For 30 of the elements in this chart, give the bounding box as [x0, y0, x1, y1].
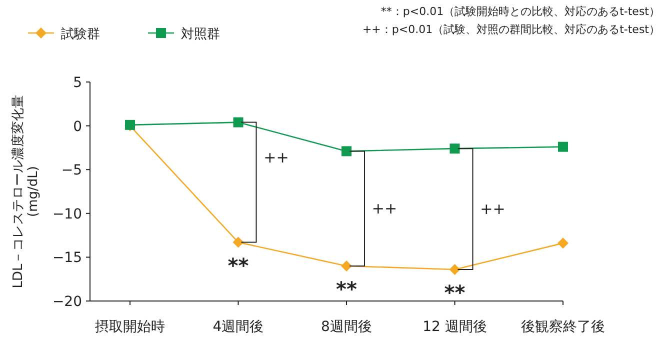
y-axis-title: LDL－コレステロール濃度変化量 (mg/dL) — [10, 94, 41, 288]
point — [233, 117, 244, 128]
point — [558, 238, 568, 249]
x-tick-label: 4週間後 — [212, 319, 264, 335]
x-tick-label: 12 週間後 — [422, 319, 487, 335]
legend-label: 試験群 — [61, 27, 100, 42]
y-tick-label: 0 — [73, 118, 82, 135]
point — [342, 146, 352, 156]
y-tick-label: −20 — [52, 294, 82, 310]
point — [558, 142, 568, 152]
point — [449, 264, 460, 275]
text: **：p<0.01（試験開始時との比較、対応のあるt-test） — [380, 5, 660, 18]
y-tick-label: 5 — [73, 75, 82, 91]
y-tick-label: −15 — [52, 250, 82, 266]
annotation: ** — [336, 276, 358, 301]
annotation: ++ — [480, 200, 506, 218]
y-tick-label: −10 — [52, 206, 82, 222]
annotation: ** — [228, 253, 250, 278]
y-tick-label: −5 — [61, 162, 82, 179]
text: ++：p<0.01（試験、対照の群間比較、対応のあるt-test） — [362, 23, 660, 36]
annotation: ++ — [372, 200, 398, 218]
point — [232, 236, 244, 248]
point — [341, 260, 352, 272]
x-tick-label: 後観察終了後 — [521, 319, 605, 335]
legend-label: 対照群 — [181, 26, 220, 42]
annotation: ++ — [264, 148, 289, 166]
point — [450, 144, 460, 154]
annotation: ** — [444, 280, 466, 304]
x-tick-label: 8週間後 — [321, 319, 372, 335]
x-tick-label: 摂取開始時 — [95, 319, 165, 335]
